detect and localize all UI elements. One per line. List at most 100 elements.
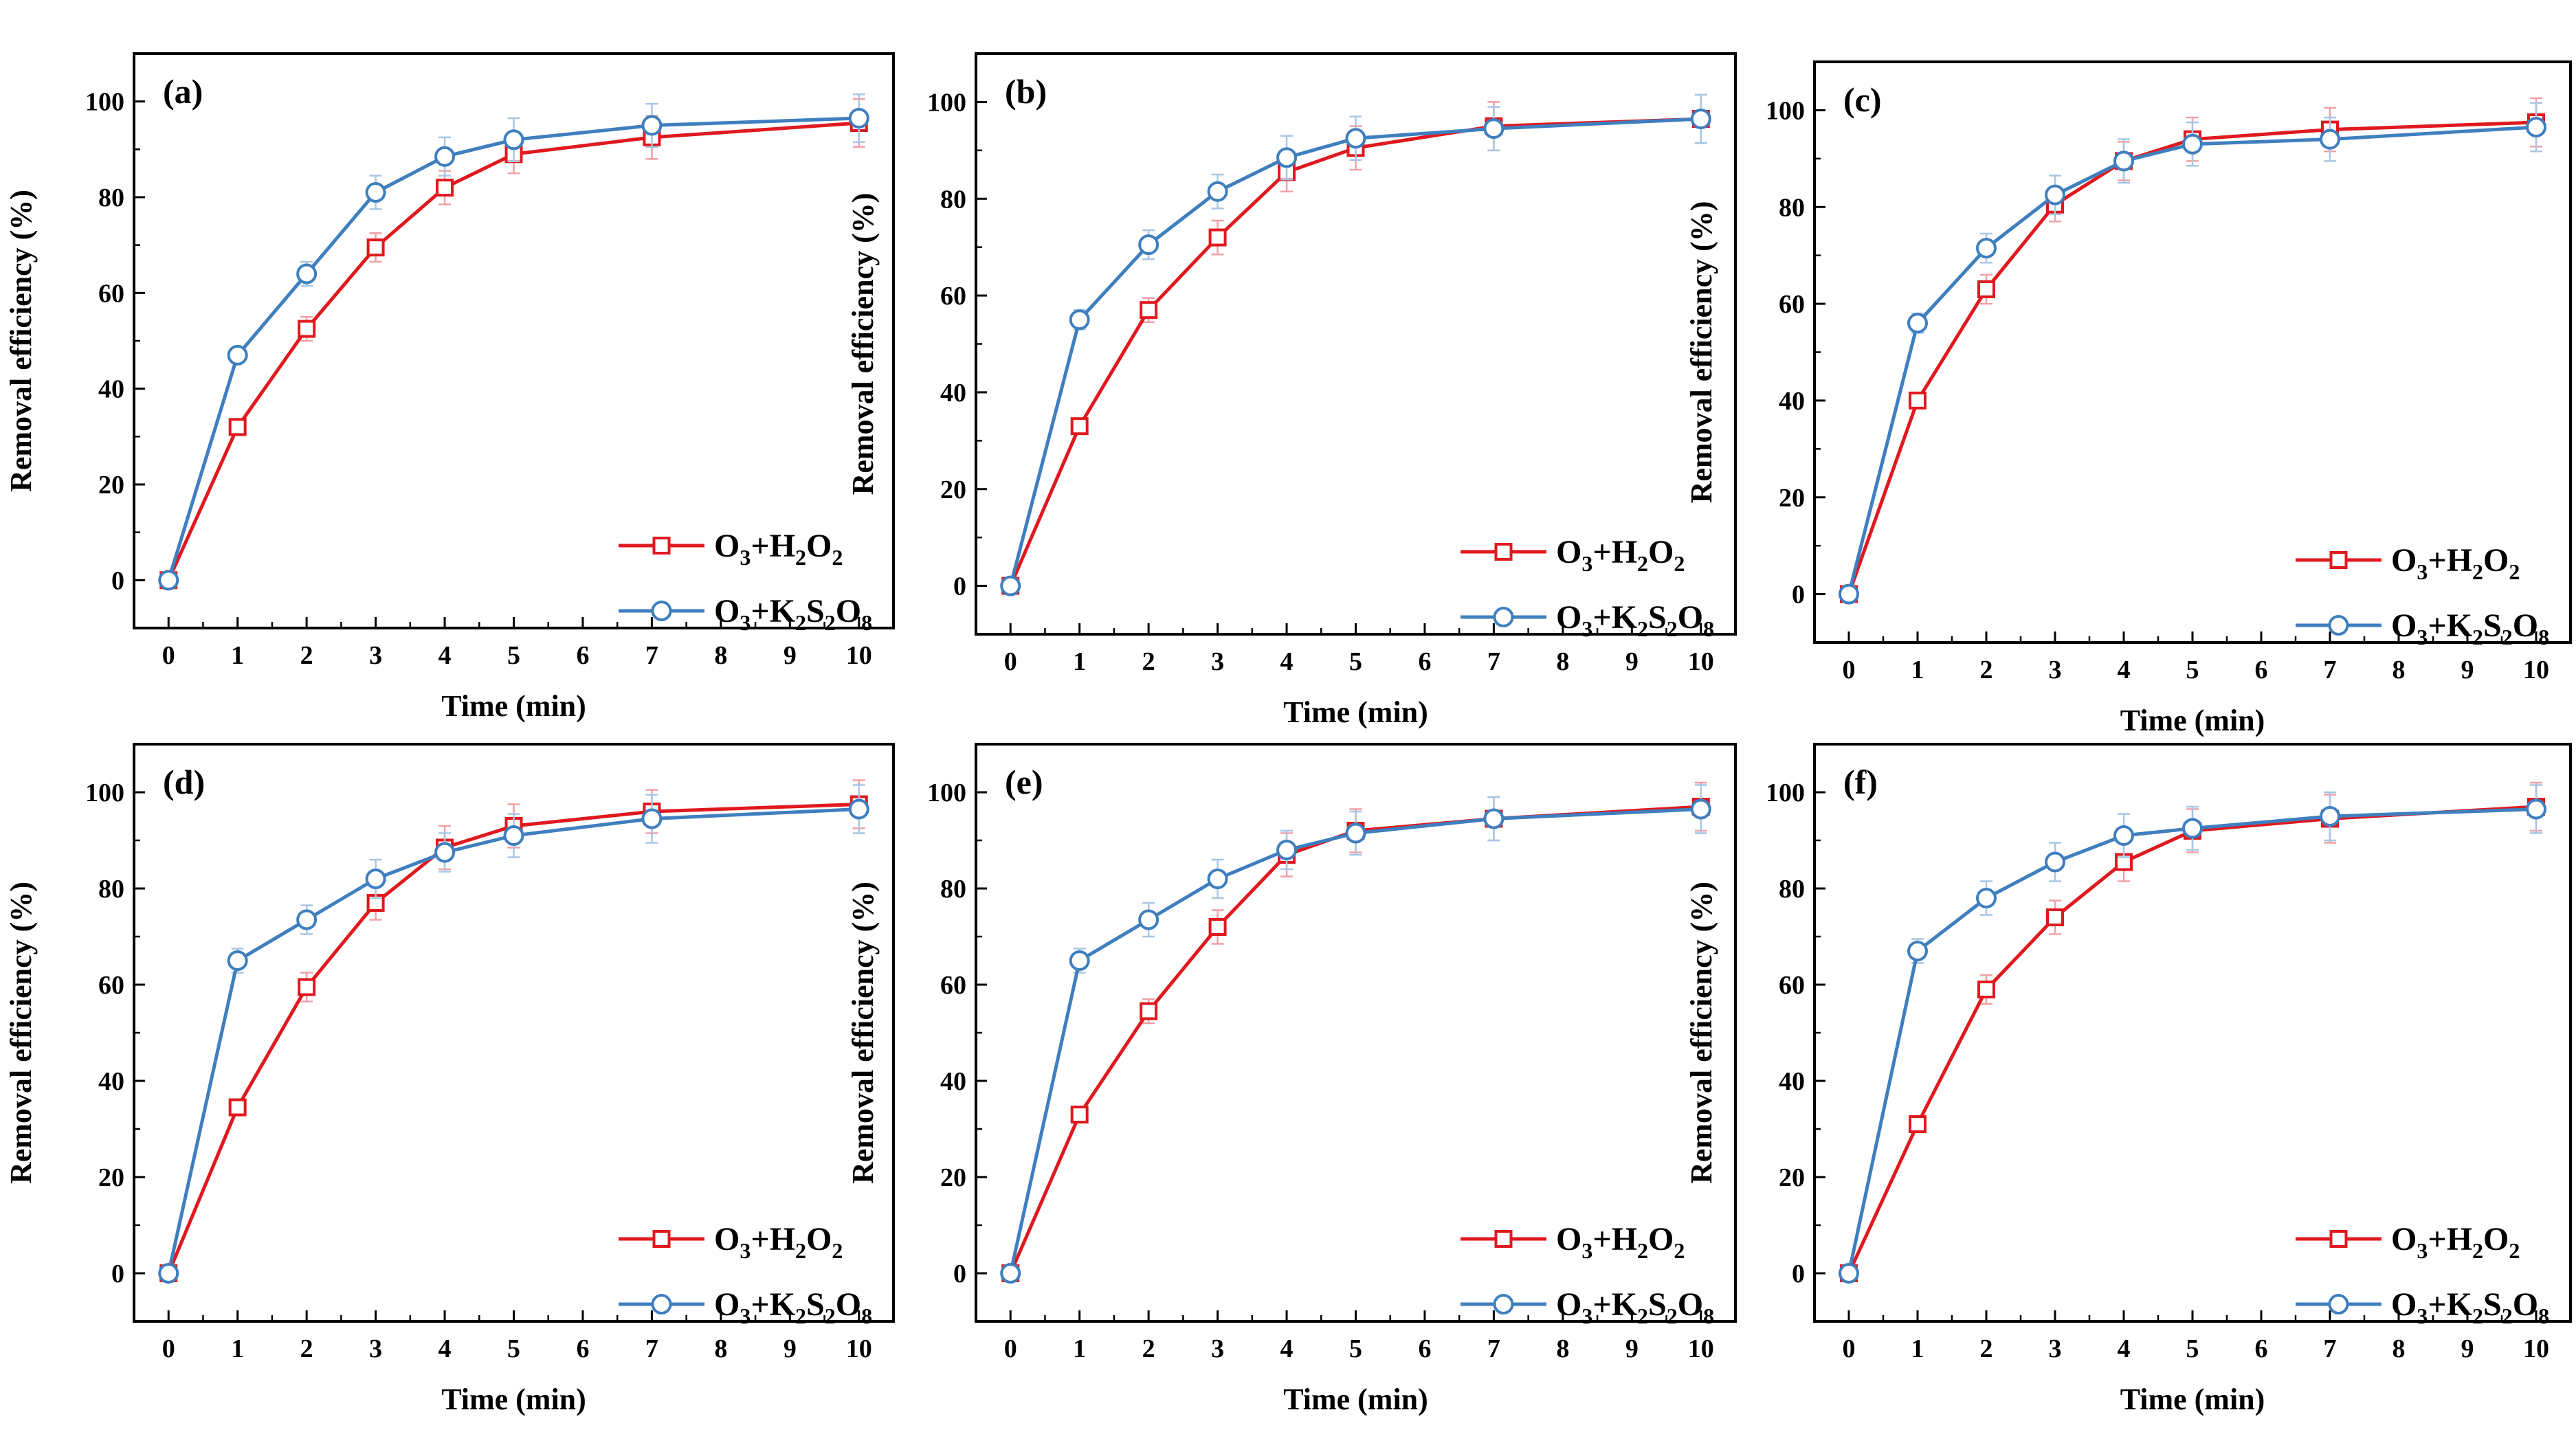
y-tick-label: 80 [98, 183, 124, 212]
legend-label-subscript: 2 [1637, 1238, 1648, 1263]
y-tick-label: 100 [927, 88, 966, 117]
data-point-circle [1976, 238, 1997, 259]
y-axis-title: Removal efficiency (%) [4, 882, 38, 1184]
y-tick-label: 60 [1779, 971, 1805, 1000]
legend-entry: O3+K2S2O8 [619, 1286, 872, 1328]
legend-label-part: S [2483, 607, 2502, 644]
x-tick-label: 4 [1280, 1334, 1293, 1363]
x-tick-label: 2 [1980, 1334, 1993, 1363]
legend-label: O3+H2O2 [714, 1221, 843, 1263]
x-tick-label: 4 [1280, 647, 1293, 676]
y-axis-title: Removal efficiency (%) [1685, 882, 1718, 1184]
data-point-circle [1483, 118, 1504, 139]
legend-label: O3+K2S2O8 [1556, 1286, 1714, 1328]
legend-label-part: O [714, 1221, 740, 1257]
x-axis-title: Time (min) [441, 1383, 586, 1416]
x-tick-label: 6 [2255, 656, 2268, 684]
y-tick-label: 0 [111, 566, 124, 595]
x-axis-title: Time (min) [1283, 695, 1428, 729]
legend-label-part: +H [1592, 1221, 1637, 1257]
legend-entry: O3+K2S2O8 [2296, 607, 2549, 649]
x-tick-label: 8 [714, 641, 727, 670]
data-point-circle [365, 869, 386, 889]
x-tick-label: 4 [2118, 1334, 2131, 1363]
series-h2o2 [1001, 781, 1710, 1282]
legend-label-part: +H [2428, 542, 2472, 579]
legend-label-part: +H [1592, 534, 1637, 570]
x-tick-label: 1 [1073, 1334, 1086, 1363]
legend-label-part: +H [751, 528, 795, 564]
y-tick-label: 60 [940, 971, 966, 1000]
data-point-square [228, 1098, 247, 1117]
series-h2o2 [1840, 781, 2545, 1282]
legend-label: O3+H2O2 [1556, 1221, 1685, 1263]
data-point-circle [158, 570, 179, 591]
y-tick-label: 60 [98, 279, 124, 308]
panel-label: (d) [163, 763, 205, 801]
legend-label-part: +H [2428, 1221, 2472, 1257]
legend-label-subscript: 3 [2417, 625, 2428, 649]
legend-label-subscript: 2 [825, 610, 836, 635]
x-tick-label: 1 [1911, 656, 1924, 684]
series-k2s2o8 [1000, 784, 1711, 1284]
data-point-circle [1690, 798, 1711, 820]
legend-marker-square [2329, 551, 2348, 569]
data-point-square [1070, 1106, 1089, 1123]
y-tick-label: 80 [940, 875, 966, 904]
legend-label-subscript: 3 [740, 610, 751, 635]
data-point-square [436, 179, 454, 197]
data-point-square [1977, 981, 1995, 998]
legend-entry: O3+H2O2 [1461, 1221, 1685, 1263]
data-point-circle [2045, 184, 2065, 205]
panel-label: (f) [1843, 763, 1878, 801]
data-point-square [1909, 391, 1927, 410]
y-tick-label: 80 [1779, 875, 1805, 904]
legend-label-subscript: 3 [2417, 1238, 2428, 1263]
y-axis-title: Removal efficiency (%) [846, 882, 880, 1184]
legend-label-subscript: 2 [2509, 1238, 2520, 1263]
legend-label-part: O [2391, 607, 2417, 644]
series-k2s2o8 [1839, 102, 2546, 605]
legend-label-subscript: 2 [2472, 1304, 2483, 1328]
x-tick-label: 1 [231, 641, 244, 670]
data-point-circle [1345, 823, 1366, 844]
x-tick-label: 4 [438, 641, 452, 670]
legend-entry: O3+H2O2 [619, 528, 843, 570]
legend-label-part: S [806, 1286, 825, 1323]
legend-label-subscript: 8 [1703, 1304, 1714, 1328]
legend-label: O3+K2S2O8 [714, 593, 872, 635]
data-point-circle [1138, 234, 1159, 256]
legend-label-part: O [806, 1221, 832, 1257]
x-tick-label: 0 [1004, 647, 1017, 676]
series-line [166, 803, 859, 1274]
legend-label-subscript: 2 [1674, 551, 1685, 576]
series-k2s2o8 [1839, 784, 2546, 1284]
data-point-circle [365, 182, 386, 203]
data-point-circle [1345, 128, 1366, 149]
data-point-circle [1276, 147, 1298, 168]
legend-label: O3+K2S2O8 [1556, 599, 1714, 641]
legend-label-part: +K [1592, 1286, 1637, 1323]
data-point-square [228, 418, 247, 436]
data-point-circle [1069, 309, 1090, 331]
y-tick-label: 0 [1792, 1260, 1805, 1288]
legend-label-subscript: 3 [2417, 1304, 2428, 1328]
legend-label-subscript: 2 [832, 1238, 843, 1263]
legend-label-part: +K [2428, 1286, 2472, 1323]
legend-label-subscript: 2 [795, 610, 806, 635]
x-tick-label: 8 [2392, 656, 2406, 684]
data-point-circle [1276, 840, 1298, 860]
legend-label-subscript: 3 [1581, 1304, 1592, 1328]
data-point-circle [296, 263, 318, 284]
data-point-circle [1483, 808, 1504, 829]
x-tick-label: 8 [714, 1334, 727, 1363]
y-axis-title: Removal efficiency (%) [4, 190, 38, 492]
x-tick-label: 2 [300, 641, 313, 670]
data-point-circle [1000, 575, 1021, 596]
series-k2s2o8 [158, 784, 869, 1284]
legend-label-part: O [2513, 607, 2538, 644]
x-tick-label: 7 [2324, 1334, 2337, 1363]
